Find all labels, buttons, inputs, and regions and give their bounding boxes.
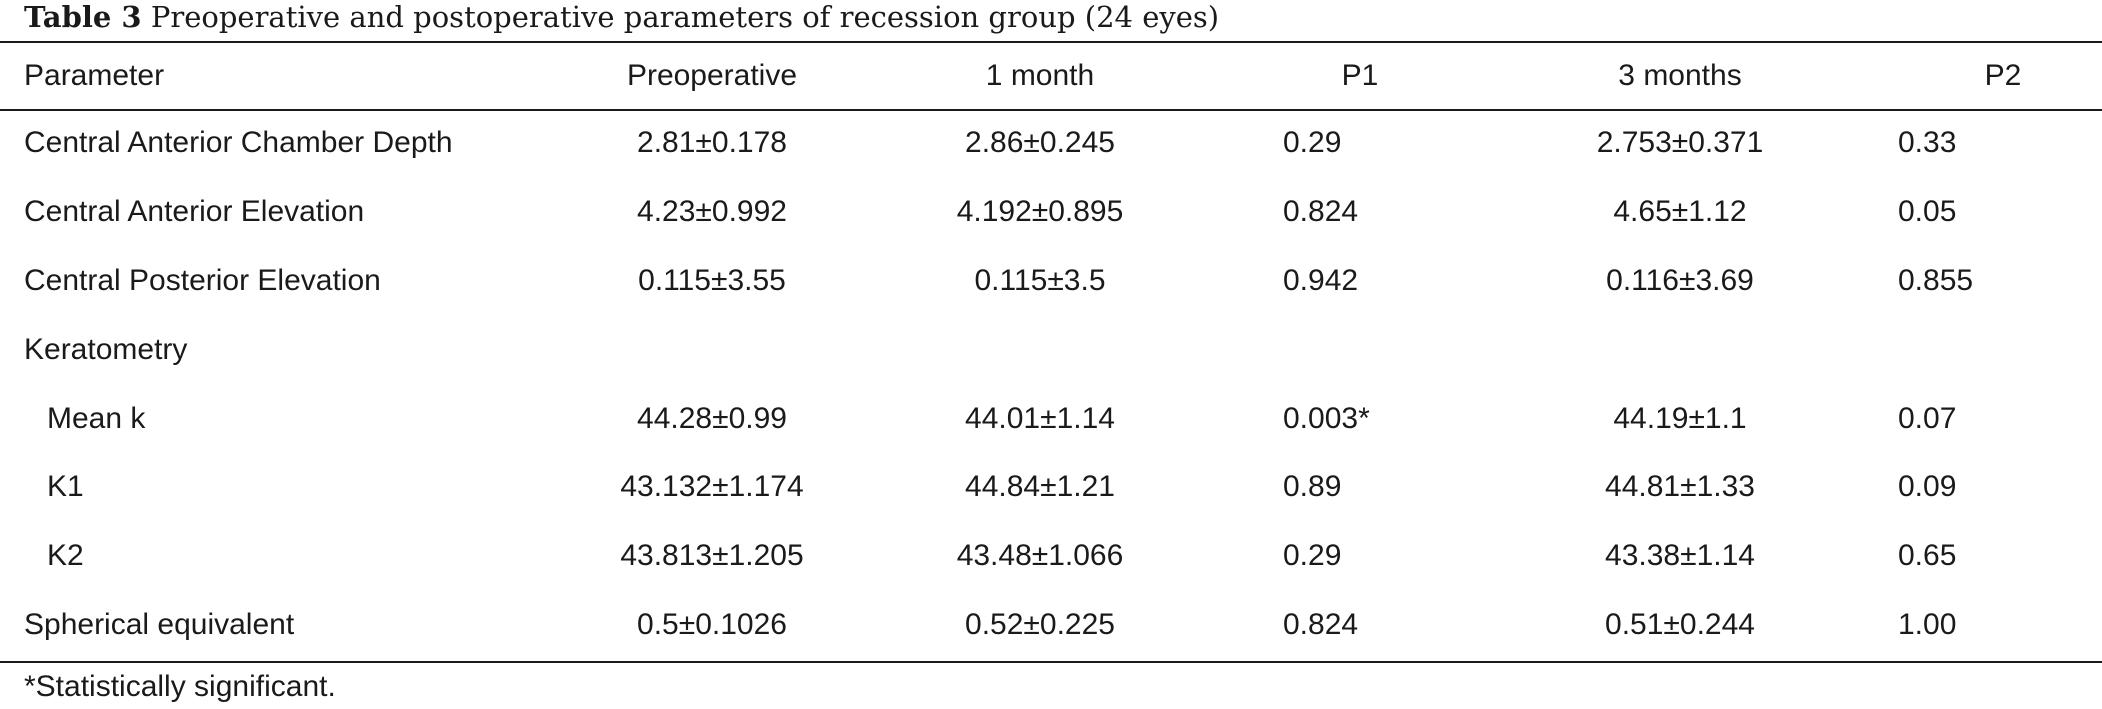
cell-1-month: 4.192±0.895 xyxy=(956,195,1124,229)
table-header-row: Parameter Preoperative 1 month P1 3 mont… xyxy=(0,43,2102,109)
cell-p2: 0.05 xyxy=(1898,195,1957,229)
cell-3-months: 0.51±0.244 xyxy=(1605,607,1755,641)
cell-3-months: 2.753±0.371 xyxy=(1596,126,1764,160)
cell-preoperative: 2.81±0.178 xyxy=(637,126,787,160)
header-preoperative: Preoperative xyxy=(626,59,798,92)
cell-p1 xyxy=(1240,315,1480,384)
cell-preoperative: 43.813±1.205 xyxy=(620,539,804,573)
cell-p2: 0.855 xyxy=(1898,263,1974,297)
cell-1-month: 44.84±1.21 xyxy=(965,470,1115,504)
table-caption-text: Preoperative and postoperative parameter… xyxy=(150,0,1220,34)
cell-parameter: Spherical equivalent xyxy=(24,607,295,641)
table-row: Central Anterior Elevation 4.23±0.992 4.… xyxy=(0,178,2102,247)
header-p1: P1 xyxy=(1341,59,1379,92)
cell-1-month: 2.86±0.245 xyxy=(965,126,1115,160)
cell-parameter: Central Anterior Chamber Depth xyxy=(24,126,453,160)
table-row: Spherical equivalent 0.5±0.1026 0.52±0.2… xyxy=(0,591,2102,660)
cell-p1: 0.003* xyxy=(1283,401,1370,435)
cell-p2: 1.00 xyxy=(1898,607,1957,641)
cell-preoperative: 43.132±1.174 xyxy=(620,470,804,504)
cell-p1: 0.824 xyxy=(1283,195,1359,229)
cell-preoperative: 0.115±3.55 xyxy=(638,263,786,297)
cell-preoperative: 4.23±0.992 xyxy=(637,195,787,229)
cell-preoperative xyxy=(584,315,840,384)
header-parameter: Parameter xyxy=(24,59,165,92)
cell-p1: 0.942 xyxy=(1283,263,1359,297)
cell-1-month: 44.01±1.14 xyxy=(965,401,1115,435)
parameters-table: Parameter Preoperative 1 month P1 3 mont… xyxy=(0,43,2102,659)
table-footnote: *Statistically significant. xyxy=(24,670,336,703)
cell-parameter: Central Posterior Elevation xyxy=(24,263,381,297)
cell-3-months: 44.81±1.33 xyxy=(1605,470,1755,504)
table-bottom-rule xyxy=(0,661,2102,663)
table-row: Keratometry xyxy=(0,315,2102,384)
table-caption: Table 3 Preoperative and postoperative p… xyxy=(24,0,1219,34)
cell-1-month xyxy=(840,315,1240,384)
cell-parameter: Central Anterior Elevation xyxy=(24,195,365,229)
header-1-month: 1 month xyxy=(985,59,1095,92)
table-row: K1 43.132±1.174 44.84±1.21 0.89 44.81±1.… xyxy=(0,453,2102,522)
cell-parameter: K2 xyxy=(47,539,84,573)
table-row: Central Posterior Elevation 0.115±3.55 0… xyxy=(0,247,2102,316)
cell-3-months: 0.116±3.69 xyxy=(1606,263,1754,297)
cell-p2: 0.33 xyxy=(1898,126,1957,160)
cell-3-months: 43.38±1.14 xyxy=(1605,539,1755,573)
table-header-rule xyxy=(0,109,2102,111)
table-row: Mean k 44.28±0.99 44.01±1.14 0.003* 44.1… xyxy=(0,384,2102,453)
header-p2: P2 xyxy=(1984,59,2022,92)
cell-1-month: 43.48±1.066 xyxy=(956,539,1124,573)
header-3-months: 3 months xyxy=(1618,59,1742,92)
cell-parameter: Keratometry xyxy=(24,332,188,366)
cell-p2: 0.65 xyxy=(1898,539,1957,573)
cell-p1: 0.824 xyxy=(1283,607,1359,641)
cell-p2: 0.09 xyxy=(1898,470,1957,504)
table-top-rule xyxy=(0,41,2102,43)
cell-1-month: 0.115±3.5 xyxy=(974,263,1106,297)
cell-1-month: 0.52±0.225 xyxy=(965,607,1115,641)
cell-preoperative: 44.28±0.99 xyxy=(637,401,787,435)
cell-3-months: 44.19±1.1 xyxy=(1613,401,1747,435)
cell-preoperative: 0.5±0.1026 xyxy=(637,607,787,641)
table-row: Central Anterior Chamber Depth 2.81±0.17… xyxy=(0,109,2102,178)
cell-3-months xyxy=(1480,315,1880,384)
cell-3-months: 4.65±1.12 xyxy=(1613,195,1747,229)
cell-p2: 0.07 xyxy=(1898,401,1957,435)
cell-parameter: K1 xyxy=(47,470,84,504)
cell-p1: 0.29 xyxy=(1283,126,1342,160)
cell-parameter: Mean k xyxy=(47,401,146,435)
table-caption-label: Table 3 xyxy=(24,0,142,34)
table-row: K2 43.813±1.205 43.48±1.066 0.29 43.38±1… xyxy=(0,522,2102,591)
cell-p2 xyxy=(1880,315,2102,384)
cell-p1: 0.29 xyxy=(1283,539,1342,573)
cell-p1: 0.89 xyxy=(1283,470,1342,504)
